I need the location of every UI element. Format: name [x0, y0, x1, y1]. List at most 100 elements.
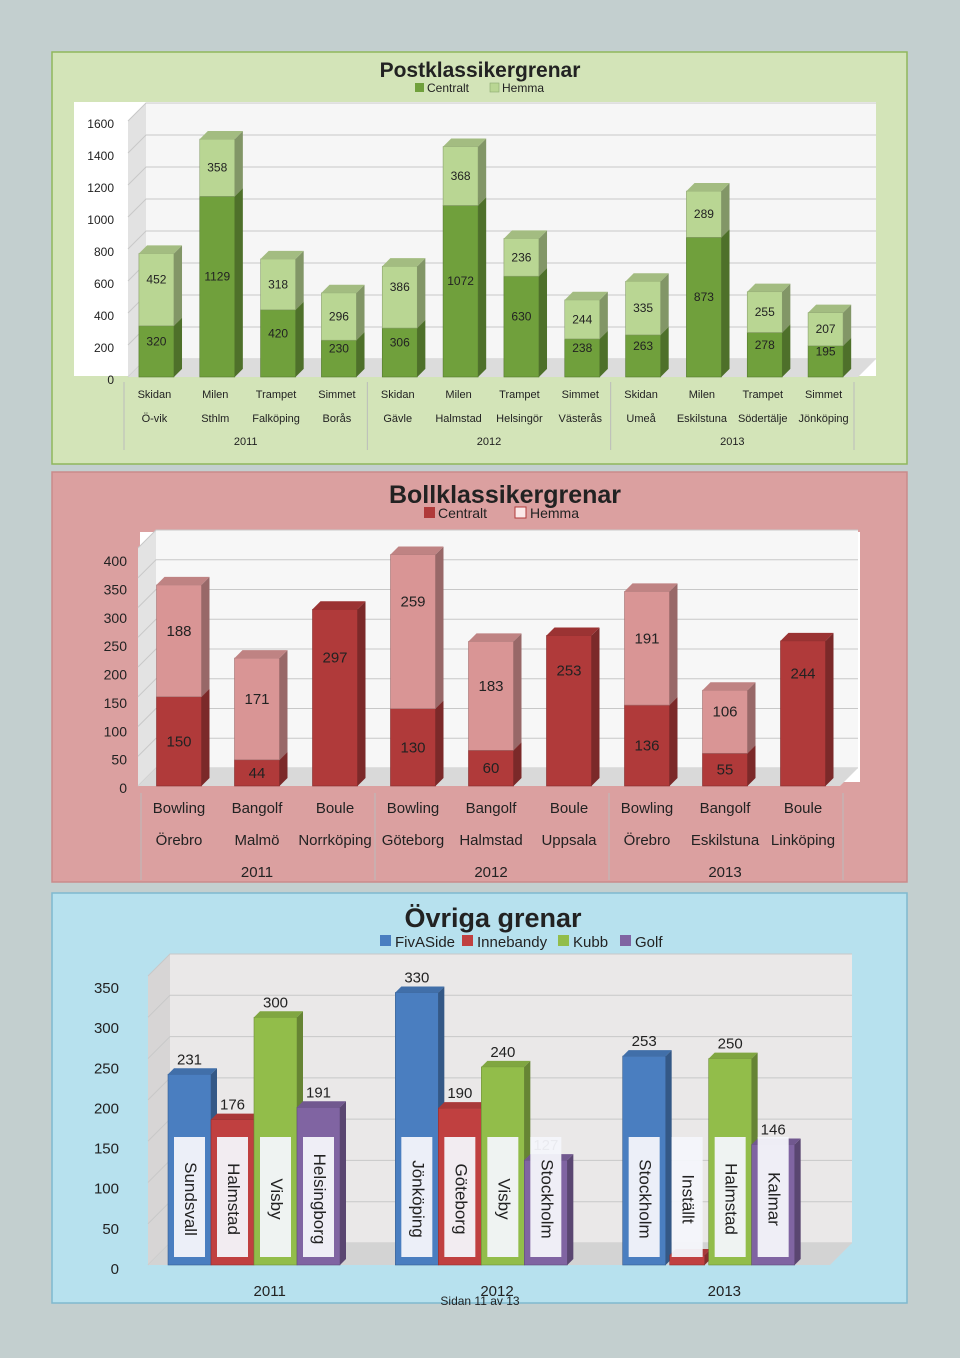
bar-innebandy-top: [211, 1113, 260, 1120]
bar-centralt-side: [825, 632, 834, 786]
plot-gridline: [127, 230, 876, 250]
bar-hemma-top: [382, 258, 426, 267]
bar-hemma: [234, 650, 288, 761]
data-label: 1129: [204, 270, 230, 284]
bar-hemma-side: [747, 682, 756, 754]
bar-golf-side: [794, 1138, 801, 1265]
bar-fivaside-top: [168, 1068, 217, 1075]
page-footer: Sidan 11 av 13: [440, 1294, 520, 1308]
bar-centralt-side: [591, 627, 600, 786]
bar-hemma-front: [260, 258, 296, 311]
legend-label: Golf: [635, 934, 663, 951]
bar-centralt-side: [513, 742, 522, 786]
bar-hemma-front: [442, 146, 479, 206]
legend-label: Kubb: [573, 934, 608, 951]
bar-hemma-top: [390, 546, 444, 555]
bar-hemma: [468, 633, 522, 751]
x-tick-event: Trampet: [742, 389, 783, 401]
x-tick-city: Umeå: [626, 413, 656, 425]
data-label: 230: [329, 342, 349, 356]
y-tick-label: 0: [119, 780, 127, 796]
x-tick-city: Västerås: [559, 413, 603, 425]
bar-centralt-front: [686, 237, 722, 378]
plot-gridline: [127, 134, 876, 154]
bar-hemma-front: [138, 253, 175, 327]
x-tick-city: Eskilstuna: [691, 832, 760, 849]
x-tick-event: Boule: [550, 800, 588, 817]
bar-centralt-side: [538, 268, 548, 377]
bar-hemma-top: [503, 230, 548, 239]
city-label: Sundsvall: [181, 1162, 200, 1236]
bar-centralt: [312, 601, 366, 787]
bar-centralt-top: [780, 632, 834, 641]
bar-centralt-front: [234, 759, 280, 787]
x-tick-city: Ö-vik: [142, 413, 168, 425]
legend-label: FivASide: [395, 934, 455, 951]
bar-fivaside-side: [665, 1050, 672, 1265]
data-label: 44: [249, 765, 266, 782]
bar-centralt-side: [356, 332, 365, 377]
bar-hemma-top: [199, 130, 243, 140]
bar-centralt-front: [702, 752, 748, 787]
data-label: 244: [790, 665, 815, 682]
data-label: 386: [390, 280, 410, 294]
legend-label: Centralt: [427, 81, 470, 95]
legend-label: Innebandy: [477, 934, 548, 951]
x-tick-city: Gävle: [383, 413, 412, 425]
bar-hemma: [199, 130, 243, 197]
y-tick-label: 250: [94, 1060, 119, 1077]
bar-centralt-front: [780, 640, 826, 787]
bar-hemma-front: [234, 657, 280, 761]
y-tick-label: 1400: [87, 149, 114, 163]
bar-centralt-side: [660, 326, 669, 377]
bar-hemma-top: [443, 138, 487, 147]
x-tick-event: Simmet: [805, 389, 842, 401]
x-group-label: 2011: [241, 864, 273, 881]
data-label: 195: [816, 344, 836, 358]
x-tick-city: Halmstad: [435, 413, 481, 425]
legend-swatch: [514, 506, 527, 519]
bar-centralt-side: [295, 301, 304, 377]
y-tick-label: 350: [104, 581, 128, 597]
bar-centralt-side: [747, 745, 756, 786]
bar-hemma: [702, 682, 756, 754]
bar-centralt-side: [721, 229, 730, 377]
y-tick-label: 1600: [87, 117, 114, 131]
y-tick-label: 300: [104, 610, 128, 626]
bar-centralt-side: [173, 317, 183, 377]
bar-kubb-top: [481, 1060, 531, 1067]
x-tick-city: Jönköping: [799, 413, 849, 425]
data-label: 278: [755, 338, 775, 352]
x-group-label: 2013: [708, 1283, 741, 1300]
bar-fivaside-top: [395, 986, 445, 993]
city-label-box: [401, 1137, 433, 1257]
y-tick-label: 100: [104, 723, 128, 739]
city-label: Kalmar: [765, 1172, 784, 1226]
city-label-box: [487, 1137, 519, 1257]
city-label-box: [217, 1137, 248, 1257]
chart-title: Postklassikergrenar: [380, 59, 581, 82]
plot-gridline: [147, 953, 852, 977]
bar-centralt-front: [468, 749, 514, 787]
plot-gridline: [127, 102, 876, 122]
x-tick-event: Trampet: [256, 389, 297, 401]
legend-swatch: [380, 935, 391, 946]
bar-hemma: [625, 273, 669, 336]
bar-hemma-top: [702, 682, 756, 691]
data-label: 420: [268, 326, 288, 340]
bar-hemma-side: [721, 182, 730, 238]
bar-centralt-front: [546, 635, 592, 787]
bar-centralt-side: [234, 188, 243, 377]
bar-centralt-side: [782, 324, 791, 377]
bar-fivaside-top: [622, 1050, 672, 1057]
bar-golf-side: [567, 1154, 574, 1265]
city-label: Visby: [494, 1178, 513, 1220]
bar-hemma-front: [156, 584, 202, 698]
x-tick-city: Halmstad: [459, 832, 522, 849]
plot-gridline: [137, 589, 858, 608]
bar-hemma: [807, 304, 852, 347]
plot-gridline: [137, 529, 858, 549]
bar-centralt-front: [156, 696, 202, 787]
x-tick-event: Simmet: [562, 389, 599, 401]
